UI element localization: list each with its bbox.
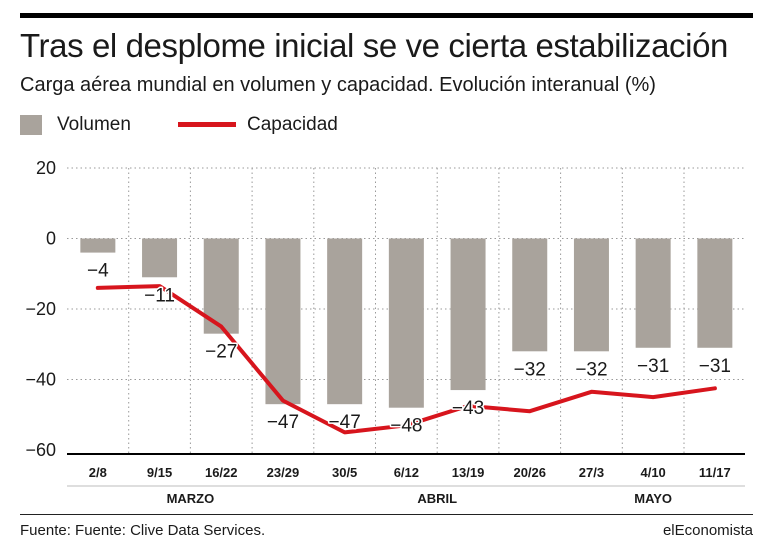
line-capacidad <box>95 284 717 435</box>
x-tick-label: 30/5 <box>332 465 357 480</box>
data-label-volumen: −4 <box>87 261 109 282</box>
line-layer <box>95 284 717 435</box>
y-tick-label: −20 <box>25 299 56 319</box>
bars-layer <box>80 238 733 408</box>
bar-volumen <box>388 238 424 408</box>
bar-volumen <box>142 238 178 278</box>
legend-label-volumen: Volumen <box>57 114 131 135</box>
x-tick-label: 16/22 <box>205 465 238 480</box>
x-tick-label: 11/17 <box>699 465 731 480</box>
bar-volumen <box>512 238 548 352</box>
top-rule <box>20 13 753 18</box>
bar-volumen <box>450 238 486 391</box>
x-tick-label: 4/10 <box>640 465 665 480</box>
bar-volumen <box>635 238 671 348</box>
data-label-volumen: −11 <box>144 285 175 306</box>
data-label-volumen: −43 <box>452 398 484 419</box>
y-tick-label: 20 <box>36 158 56 178</box>
month-label: ABRIL <box>417 491 457 506</box>
month-label: MAYO <box>634 491 672 506</box>
x-tick-label: 9/15 <box>147 465 172 480</box>
bar-volumen <box>573 238 609 352</box>
y-tick-label: 0 <box>46 229 56 249</box>
y-tick-label: −60 <box>25 440 56 460</box>
bottom-rule <box>20 514 753 515</box>
month-label: MARZO <box>167 491 215 506</box>
data-label-volumen: −27 <box>205 342 237 363</box>
data-label-volumen: −31 <box>699 356 731 377</box>
data-label-volumen: −31 <box>637 356 669 377</box>
chart-title: Tras el desplome inicial se ve cierta es… <box>20 27 728 64</box>
legend-label-capacidad: Capacidad <box>247 114 338 135</box>
bar-volumen <box>327 238 363 405</box>
x-tick-label: 20/26 <box>513 465 546 480</box>
brand-logo: elEconomista <box>662 522 753 539</box>
x-tick-label: 6/12 <box>394 465 419 480</box>
bar-volumen <box>697 238 733 348</box>
x-tick-label: 13/19 <box>452 465 485 480</box>
data-label-volumen: −47 <box>329 412 361 433</box>
x-tick-label: 2/8 <box>89 465 107 480</box>
x-tick-label: 23/29 <box>267 465 300 480</box>
axis-layer: 20 0 −20 −40 −60 2/8 9/15 16/22 23/29 30/5 6/12 13/… <box>25 158 745 506</box>
bar-volumen <box>265 238 301 405</box>
x-tick-label: 27/3 <box>579 465 604 480</box>
data-label-volumen: −48 <box>390 416 422 437</box>
source-note: Fuente: Fuente: Clive Data Services. <box>20 522 266 539</box>
bar-volumen <box>80 238 116 253</box>
legend-swatch-volumen <box>20 115 42 135</box>
data-label-volumen: −47 <box>267 412 299 433</box>
y-tick-label: −40 <box>25 370 56 390</box>
data-label-volumen: −32 <box>514 359 546 380</box>
data-label-volumen: −32 <box>575 359 607 380</box>
chart-subtitle: Carga aérea mundial en volumen y capacid… <box>20 74 656 96</box>
legend-swatch-capacidad <box>178 122 236 127</box>
labels-layer: −4 −11 −27 −47 −47 −48 −43 −32 −32 −31 −31 <box>86 259 733 438</box>
